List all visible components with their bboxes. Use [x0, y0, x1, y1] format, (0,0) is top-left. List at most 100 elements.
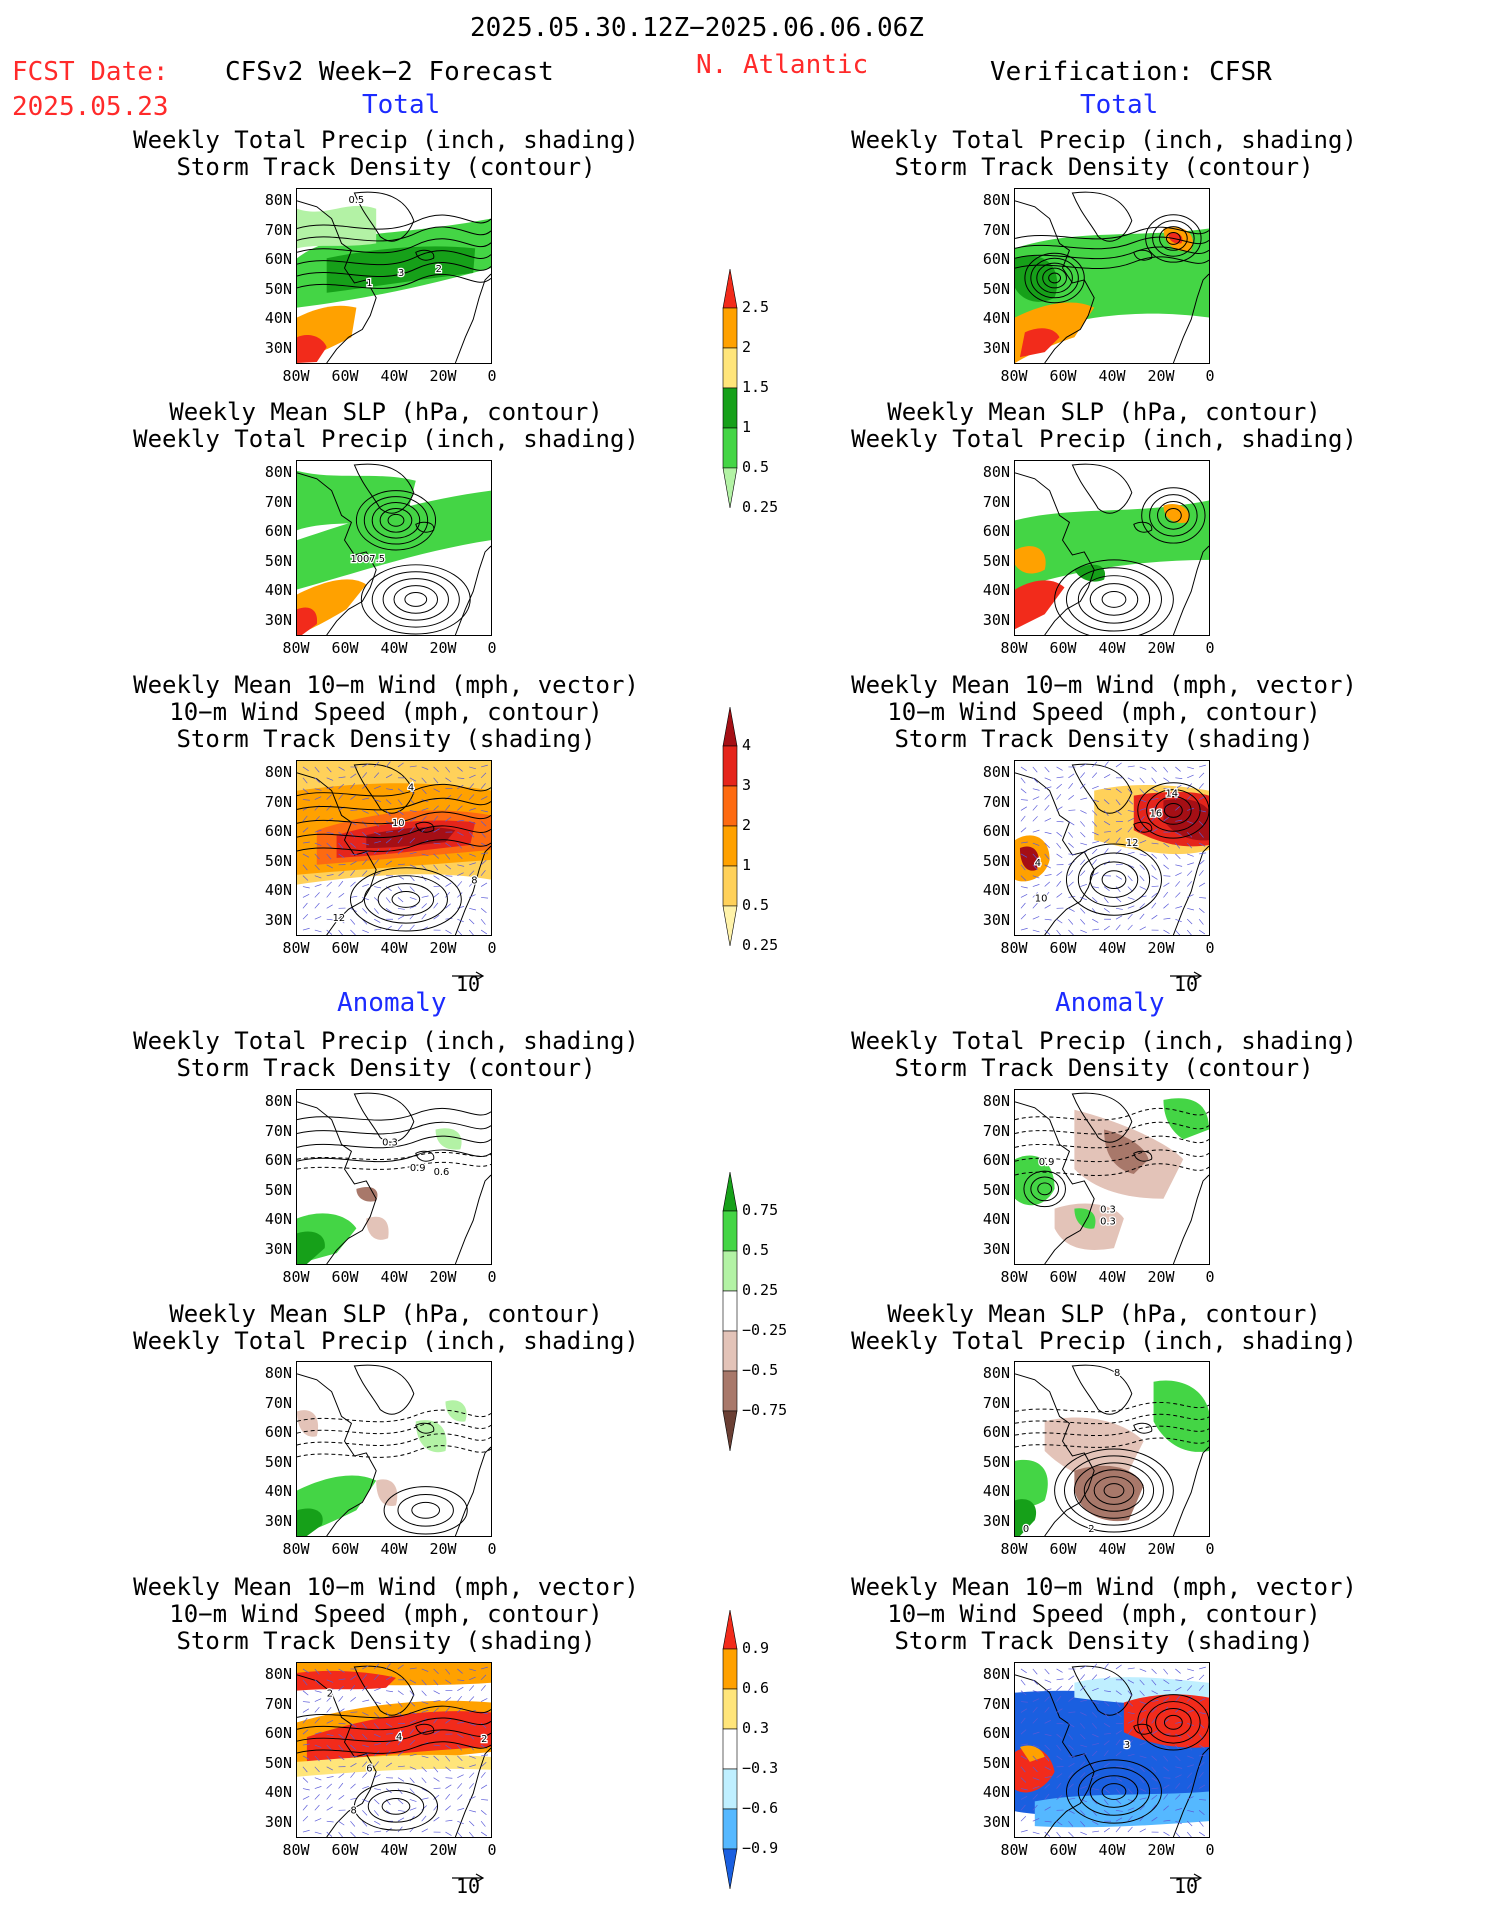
wind-vector — [350, 918, 356, 925]
shading-region — [297, 607, 318, 635]
colorbar-segment — [722, 905, 738, 947]
wind-vector — [1032, 1786, 1040, 1789]
wind-vector — [1198, 870, 1204, 876]
wind-vector — [1187, 1722, 1194, 1727]
wind-vector — [362, 1674, 368, 1681]
wind-vector — [397, 907, 405, 910]
wind-vector — [1020, 1777, 1027, 1783]
wind-vector — [302, 1788, 310, 1791]
lon-tick-label: 80W — [1000, 939, 1028, 957]
contour-line — [297, 825, 491, 839]
contour-line — [1015, 1402, 1209, 1413]
wind-vector — [421, 913, 427, 920]
shading-region — [326, 246, 476, 293]
wind-vector — [1163, 1668, 1169, 1675]
wind-vector — [1199, 1712, 1206, 1715]
contour-value-label: 0.6 — [434, 1167, 450, 1178]
wind-vector — [314, 1777, 322, 1781]
wind-vector — [1032, 842, 1040, 846]
panel-title-fc-total-precip: Weekly Total Precip (inch, shading) Storm… — [36, 127, 736, 181]
wind-vector — [1020, 1708, 1028, 1713]
model-title: CFSv2 Week−2 Forecast — [225, 57, 554, 87]
wind-vector — [1127, 886, 1133, 892]
wind-vector — [302, 1777, 309, 1783]
wind-vector — [1163, 1805, 1169, 1811]
contour-value-label: 16 — [1150, 808, 1163, 819]
wind-vector — [326, 1696, 332, 1702]
coastline — [1015, 1373, 1095, 1536]
wind-vector — [421, 853, 429, 857]
lat-tick-label: 40N — [982, 309, 1010, 327]
wind-vector — [338, 1708, 345, 1713]
wind-vector — [1139, 1690, 1145, 1697]
wind-vector — [1080, 929, 1087, 933]
wind-vector — [302, 1717, 308, 1724]
wind-vector — [1163, 917, 1171, 920]
wind-vector — [1104, 1690, 1111, 1693]
wind-vector — [469, 894, 476, 898]
europe-coast — [1172, 545, 1209, 635]
wind-vector — [445, 1766, 452, 1772]
wind-vector — [1044, 1806, 1051, 1811]
wind-vector — [468, 918, 475, 925]
wind-vector — [421, 895, 429, 898]
wind-vector — [385, 886, 392, 892]
wind-vector — [1163, 1777, 1171, 1779]
wind-vector — [409, 886, 415, 892]
wind-vector — [421, 1805, 427, 1811]
wind-vector — [362, 1665, 369, 1670]
wind-vector — [1032, 804, 1038, 811]
wind-vector — [1127, 1826, 1133, 1833]
lat-tick-label: 50N — [982, 551, 1010, 570]
wind-vector — [421, 1709, 429, 1713]
colorbar-tick-label: 0.25 — [742, 1281, 779, 1299]
wind-vector — [1115, 810, 1122, 815]
contour-value-label: 8 — [350, 1805, 356, 1816]
lat-tick-label: 60N — [982, 1151, 1010, 1169]
wind-vector — [326, 1806, 333, 1811]
wind-vector — [1198, 783, 1204, 789]
wind-vector — [421, 1815, 427, 1822]
wind-vector — [1175, 777, 1183, 779]
wind-vector — [1068, 809, 1076, 811]
wind-vector — [1139, 853, 1147, 857]
lon-tick-label: 20W — [1147, 367, 1175, 385]
wind-vector — [302, 1816, 309, 1822]
shading-region — [297, 1231, 325, 1264]
wind-vector — [1044, 1755, 1050, 1762]
wind-vector — [1103, 1663, 1109, 1670]
contour-line — [297, 1717, 491, 1731]
wind-vector — [397, 1765, 405, 1768]
wind-vector — [362, 1799, 369, 1803]
wind-vector — [1115, 762, 1122, 768]
wind-vector — [1151, 777, 1157, 784]
wind-vector — [362, 850, 369, 855]
wind-vector — [350, 870, 356, 876]
lon-tick-label: 0 — [487, 939, 497, 957]
panel-title-line-2: Weekly Total Precip (inch, shading) — [851, 425, 1357, 453]
wind-vector — [326, 881, 333, 887]
wind-vector — [1056, 793, 1062, 800]
wind-vector — [1091, 1712, 1098, 1718]
colorbar-segment — [722, 1290, 738, 1332]
wind-vector — [1115, 828, 1122, 833]
wind-vector — [1032, 1718, 1038, 1724]
wind-vector — [350, 1711, 358, 1713]
wind-vector — [457, 1755, 463, 1762]
wind-vector — [1103, 897, 1109, 904]
wind-vector — [1163, 853, 1169, 860]
wind-vector — [1151, 853, 1158, 859]
wind-vector — [457, 906, 465, 909]
wind-vector — [1092, 872, 1099, 876]
lat-tick-label: 70N — [982, 220, 1010, 239]
contour-value-label: 0.9 — [1039, 1157, 1055, 1168]
wind-vector — [373, 1723, 380, 1729]
vector-ref-vf-total: 10 — [1170, 966, 1204, 994]
colorbar-tick-label: 2 — [742, 816, 752, 834]
wind-vector — [362, 1712, 369, 1716]
colorbar-tick-label: 0.9 — [742, 1639, 770, 1657]
shading-region — [366, 827, 456, 848]
wind-vector — [397, 849, 404, 855]
greenland-outline — [353, 1665, 415, 1716]
arrow-icon — [1170, 971, 1203, 981]
